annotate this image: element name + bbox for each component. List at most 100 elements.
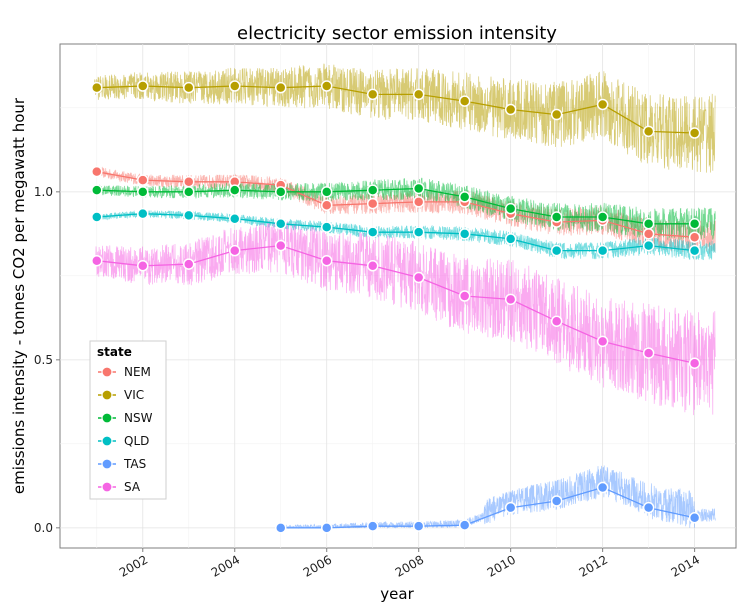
data-point-qld <box>274 218 287 230</box>
data-point-sa <box>137 260 149 272</box>
x-tick-label: 2010 <box>485 552 518 579</box>
data-point-sa <box>504 293 517 306</box>
data-point-nsw <box>228 184 241 196</box>
data-point-nsw <box>366 184 379 196</box>
data-point-vic <box>458 95 471 107</box>
y-tick-label: 1.0 <box>34 185 53 199</box>
data-point-nem <box>137 174 149 186</box>
data-point-qld <box>550 244 563 257</box>
data-point-sa <box>412 271 425 284</box>
data-point-qld <box>458 228 471 240</box>
data-point-qld <box>228 212 241 225</box>
data-point-nsw <box>183 186 195 198</box>
y-axis-title: emissions intensity - tonnes CO2 per meg… <box>10 97 28 494</box>
x-tick-label: 2008 <box>393 552 426 579</box>
data-point-nsw <box>91 184 103 196</box>
annual-line-nsw <box>96 187 695 225</box>
data-point-nsw <box>274 186 287 198</box>
data-point-vic <box>320 80 333 92</box>
data-point-nsw <box>596 211 609 223</box>
data-point-sa <box>550 315 563 327</box>
daily-trace-sa <box>94 219 716 416</box>
data-point-vic <box>412 88 425 101</box>
data-point-vic <box>596 98 609 111</box>
legend-key-point-qld <box>101 435 113 447</box>
data-point-tas <box>642 501 655 514</box>
legend-label-vic: VIC <box>124 388 144 402</box>
data-point-nsw <box>550 211 563 223</box>
annual-lines-layer <box>96 85 695 529</box>
data-point-tas <box>320 522 333 534</box>
data-point-nsw <box>504 202 517 215</box>
data-point-nsw <box>688 218 701 230</box>
data-point-nem <box>320 199 333 212</box>
data-point-vic <box>183 81 195 94</box>
annual-line-sa <box>96 244 695 364</box>
data-point-nsw <box>412 182 425 195</box>
legend: state NEM VIC NSW QLD TAS SA <box>89 340 167 500</box>
x-axis-title: year <box>380 585 414 603</box>
data-point-vic <box>550 108 563 121</box>
data-point-nsw <box>320 186 333 198</box>
data-point-tas <box>458 519 471 531</box>
chart-title: electricity sector emission intensity <box>237 23 557 44</box>
data-point-tas <box>596 481 609 494</box>
x-tick-label: 2004 <box>209 552 242 579</box>
annual-line-qld <box>96 213 695 252</box>
annual-line-tas <box>280 486 695 529</box>
data-point-qld <box>596 244 609 257</box>
legend-label-nem: NEM <box>124 365 151 379</box>
annual-line-vic <box>96 85 695 134</box>
data-point-vic <box>91 81 103 94</box>
data-point-sa <box>366 260 379 272</box>
x-axis: 2002 2004 2006 2008 2010 2012 2014 <box>117 548 702 580</box>
data-point-nem <box>642 228 655 240</box>
x-tick-label: 2006 <box>301 552 334 579</box>
data-point-vic <box>688 127 701 139</box>
data-point-qld <box>320 221 333 233</box>
data-point-nsw <box>137 186 149 198</box>
data-point-nem <box>412 196 425 208</box>
legend-key-point-nem <box>101 366 113 378</box>
data-point-nsw <box>642 218 655 230</box>
data-point-sa <box>596 335 609 348</box>
data-point-sa <box>274 239 287 252</box>
data-point-sa <box>91 254 103 267</box>
data-point-tas <box>274 522 287 534</box>
legend-items: NEM VIC NSW QLD TAS SA <box>98 365 153 494</box>
data-point-nem <box>183 176 195 188</box>
legend-key-point-nsw <box>101 412 113 424</box>
y-axis: 0.0 0.5 1.0 <box>34 185 60 535</box>
data-point-vic <box>228 80 241 92</box>
data-point-vic <box>137 80 149 92</box>
legend-label-qld: QLD <box>124 434 149 448</box>
x-tick-label: 2002 <box>117 552 150 579</box>
data-point-qld <box>366 226 379 238</box>
data-point-qld <box>642 239 655 252</box>
legend-key-point-vic <box>101 389 113 401</box>
data-point-sa <box>688 357 701 369</box>
x-tick-label: 2012 <box>577 552 610 579</box>
legend-key-point-sa <box>101 481 113 493</box>
data-point-sa <box>642 347 655 359</box>
data-point-tas <box>412 520 425 532</box>
legend-label-tas: TAS <box>123 457 146 471</box>
data-point-qld <box>137 207 149 220</box>
data-point-qld <box>91 211 103 223</box>
daily-trace-vic <box>94 63 716 173</box>
data-point-sa <box>320 254 333 267</box>
legend-key-point-tas <box>101 458 113 470</box>
y-tick-label: 0.5 <box>34 353 53 367</box>
x-tick-label: 2014 <box>669 552 702 579</box>
daily-trace-qld <box>94 209 716 261</box>
data-point-vic <box>642 125 655 138</box>
legend-label-nsw: NSW <box>124 411 153 425</box>
data-point-nsw <box>458 191 471 203</box>
data-point-qld <box>183 209 195 222</box>
daily-trace-tas <box>278 465 716 530</box>
daily-trace-nsw <box>94 177 716 241</box>
data-point-tas <box>366 520 379 532</box>
data-point-tas <box>688 512 701 524</box>
data-point-nem <box>91 165 103 178</box>
